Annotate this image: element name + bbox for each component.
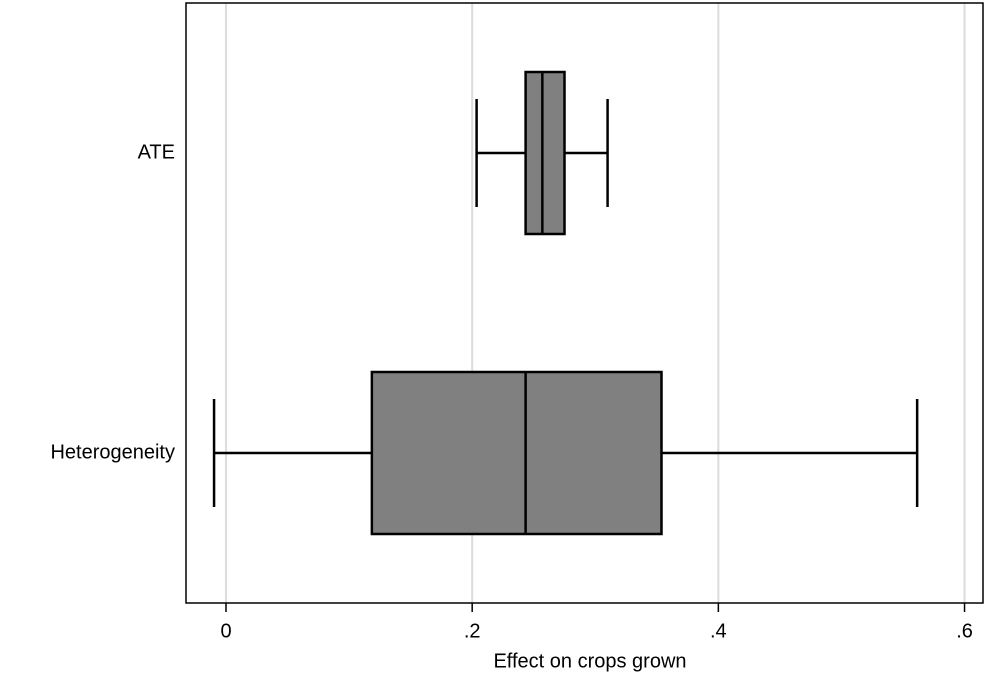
y-tick-label: ATE: [138, 141, 175, 163]
box: [370, 370, 663, 536]
x-tick-label: .6: [956, 620, 973, 642]
x-tick-label: .4: [710, 620, 727, 642]
x-tick-label: .2: [464, 620, 481, 642]
x-tick-label: 0: [220, 620, 231, 642]
plot-frame: [185, 2, 984, 604]
y-tick-label: Heterogeneity: [50, 441, 175, 463]
x-axis-title: Effect on crops grown: [493, 650, 686, 672]
box: [524, 70, 566, 236]
